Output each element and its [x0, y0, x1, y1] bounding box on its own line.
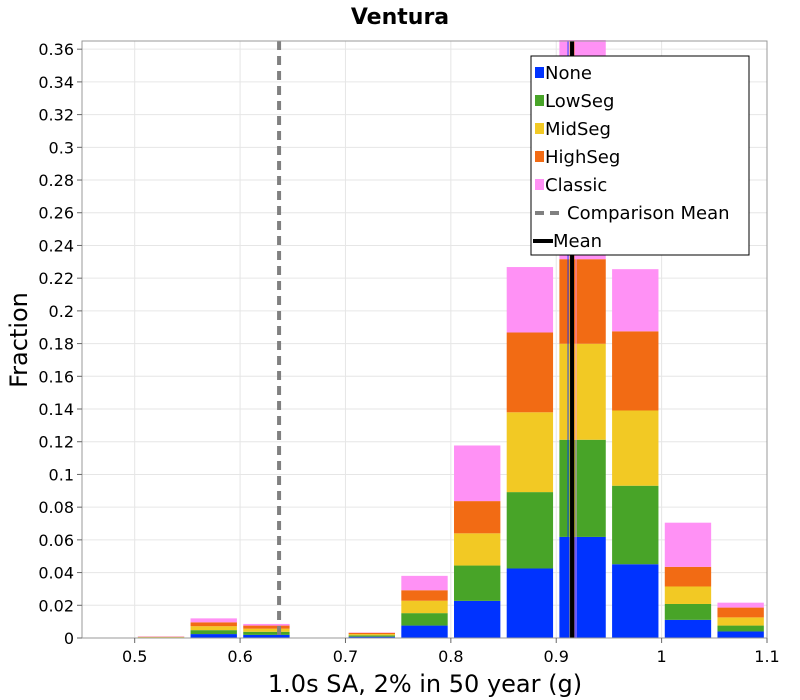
x-axis-title: 1.0s SA, 2% in 50 year (g)	[268, 670, 582, 698]
bar-segment-classic	[612, 269, 659, 332]
bar-segment-lowseg	[454, 565, 501, 601]
bar-segment-none	[348, 636, 395, 638]
bar-segment-midseg	[454, 533, 501, 566]
chart-title: Ventura	[351, 5, 449, 30]
bar-segment-none	[454, 600, 501, 638]
bar-segment-none	[717, 631, 764, 638]
bar-segment-highseg	[612, 331, 659, 411]
bar-segment-none	[243, 634, 290, 638]
bar-segment-classic	[243, 623, 290, 626]
bar-segment-highseg	[559, 259, 606, 344]
bar-segment-classic	[401, 575, 448, 591]
legend-label: Comparison Mean	[567, 203, 730, 224]
bar-segment-lowseg	[506, 492, 554, 569]
bar-segment-midseg	[401, 600, 448, 614]
bar-segment-midseg	[190, 626, 237, 631]
x-tick-label: 1.1	[754, 647, 779, 666]
bar-segment-lowseg	[559, 439, 606, 537]
bar-segment-none	[506, 568, 554, 638]
legend-box	[530, 55, 750, 256]
y-tick-label: 0.36	[38, 40, 74, 59]
legend-swatch	[535, 95, 544, 106]
bar-segment-classic	[664, 522, 712, 567]
y-axis-title: Fraction	[5, 292, 33, 388]
bar-segment-classic	[717, 602, 764, 608]
legend-swatch	[535, 67, 544, 78]
bar-segment-midseg	[664, 586, 712, 604]
bar-segment-lowseg	[243, 631, 290, 635]
bar-segment-classic	[190, 618, 237, 623]
bar-segment-lowseg	[717, 625, 764, 632]
legend-swatch	[535, 151, 544, 162]
bar-segment-lowseg	[664, 603, 712, 620]
y-tick-label: 0.26	[38, 204, 74, 223]
bar-segment-lowseg	[348, 635, 395, 637]
bar-segment-lowseg	[612, 485, 659, 565]
bar-segment-midseg	[243, 628, 290, 632]
bar-segment-lowseg	[401, 613, 448, 626]
y-tick-label: 0.34	[38, 73, 74, 92]
y-tick-label: 0.3	[49, 138, 74, 157]
bar-segment-none	[612, 564, 659, 638]
bar-segment-none	[664, 619, 712, 638]
bar-segment-lowseg	[190, 630, 237, 635]
bar-segment-none	[190, 634, 237, 638]
y-tick-label: 0.02	[38, 596, 74, 615]
y-tick-label: 0.18	[38, 335, 74, 354]
bar-segment-none	[559, 536, 606, 638]
bar-segment-classic	[506, 267, 554, 333]
legend-label: Classic	[545, 175, 607, 196]
x-tick-label: 0.6	[227, 647, 252, 666]
bar-segment-highseg	[454, 501, 501, 534]
bar-segment-highseg	[243, 625, 290, 629]
y-tick-label: 0	[64, 629, 74, 648]
y-tick-label: 0.06	[38, 531, 74, 550]
y-tick-label: 0.1	[49, 465, 74, 484]
legend-swatch	[535, 179, 544, 190]
bar-segment-none	[401, 625, 448, 638]
bar-segment-classic	[454, 445, 501, 502]
y-tick-label: 0.04	[38, 564, 74, 583]
bar-segment-highseg	[506, 332, 554, 413]
legend-label: Mean	[553, 231, 602, 252]
plot-border	[81, 40, 768, 639]
x-axis-ticks: 0.5 0.6 0.7 0.8 0.9 1 1.1	[122, 638, 780, 666]
legend-swatch	[535, 123, 544, 134]
legend: None LowSeg MidSeg HighSeg Classic Comparison…	[530, 55, 750, 256]
bar-segment-midseg	[612, 410, 659, 486]
legend-label: HighSeg	[545, 147, 620, 168]
legend-label: None	[545, 63, 592, 84]
y-tick-label: 0.28	[38, 171, 74, 190]
y-tick-label: 0.24	[38, 236, 74, 255]
x-tick-label: 0.8	[438, 647, 463, 666]
y-tick-label: 0.14	[38, 400, 74, 419]
bar-segment-highseg	[348, 632, 395, 635]
bar-segment-midseg	[506, 412, 554, 493]
bar-segment-midseg	[559, 343, 606, 440]
y-tick-label: 0.12	[38, 433, 74, 452]
y-tick-label: 0.22	[38, 269, 74, 288]
x-tick-label: 0.5	[122, 647, 147, 666]
bar-segment-midseg	[717, 617, 764, 626]
x-tick-label: 0.7	[333, 647, 358, 666]
y-tick-label: 0.08	[38, 498, 74, 517]
x-tick-label: 0.9	[544, 647, 569, 666]
y-axis-ticks: 0 0.02 0.04 0.06 0.08 0.1 0.12 0.14 0.16 0.18 0.2 0…	[38, 40, 82, 648]
legend-label: LowSeg	[545, 91, 614, 112]
bar-segment-highseg	[190, 622, 237, 627]
y-tick-label: 0.32	[38, 106, 74, 125]
y-tick-label: 0.16	[38, 367, 74, 386]
bar-segment-highseg	[664, 566, 712, 587]
y-tick-label: 0.2	[49, 302, 74, 321]
bar-segment-highseg	[401, 590, 448, 601]
bar-segment-highseg	[717, 607, 764, 618]
legend-label: MidSeg	[545, 119, 611, 140]
x-tick-label: 1	[657, 647, 667, 666]
bar-segment-midseg	[348, 634, 395, 636]
